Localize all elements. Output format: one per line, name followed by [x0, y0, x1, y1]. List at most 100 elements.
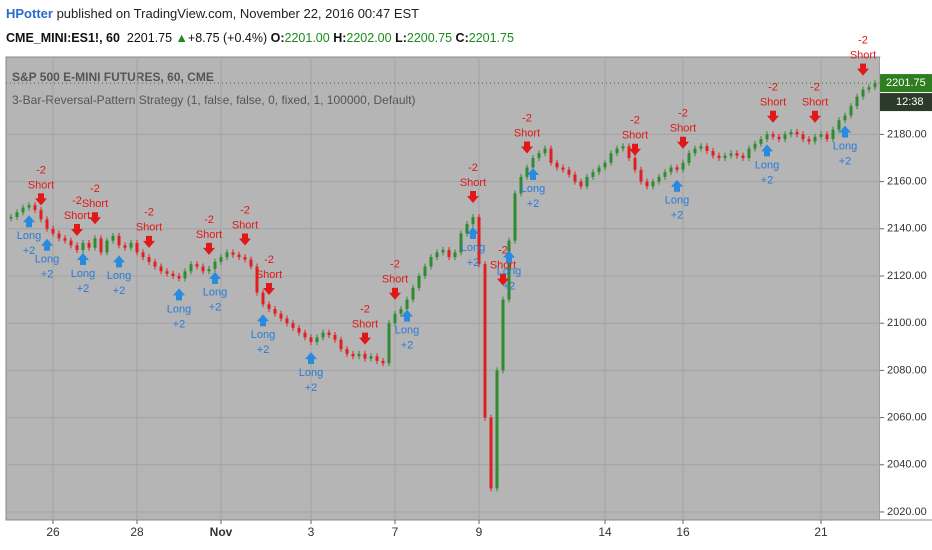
short-arrow	[497, 273, 509, 286]
candle	[309, 337, 313, 343]
candle	[459, 233, 463, 253]
candle	[423, 266, 427, 276]
candle	[105, 240, 109, 253]
candle	[513, 193, 517, 241]
candle	[117, 235, 121, 246]
candle	[183, 271, 187, 279]
candle	[843, 115, 847, 121]
signal-label: Short	[382, 274, 408, 286]
long-arrow	[113, 255, 125, 268]
signal-label: Long	[299, 367, 323, 379]
signal-qty: +2	[467, 257, 480, 269]
low: 2200.75	[406, 31, 453, 45]
open: 2201.00	[284, 31, 330, 45]
x-tick-label: 21	[814, 525, 828, 539]
candle	[231, 252, 235, 255]
candle	[321, 332, 325, 338]
signal-qty: -2	[36, 164, 46, 176]
signal-qty: +2	[527, 198, 540, 210]
x-tick-label: Nov	[210, 525, 233, 539]
signal-label: Long	[35, 254, 59, 266]
candle	[147, 257, 151, 262]
signal-qty: -2	[390, 259, 400, 271]
candle	[375, 356, 379, 361]
candle	[219, 257, 223, 262]
short-arrow	[359, 332, 371, 345]
signal-qty: +2	[401, 339, 414, 351]
candle	[627, 146, 631, 159]
candle	[579, 181, 583, 187]
y-tick-label: 2040.00	[887, 459, 927, 471]
x-tick-label: 28	[130, 525, 144, 539]
short-arrow	[143, 235, 155, 248]
candle	[861, 89, 865, 97]
y-tick-label: 2080.00	[887, 364, 927, 376]
y-tick-label: 2120.00	[887, 270, 927, 282]
candle	[777, 136, 781, 140]
signal-qty: +2	[305, 382, 318, 394]
x-tick-label: 9	[476, 525, 483, 539]
candle	[633, 158, 637, 170]
signal-qty: +2	[41, 269, 54, 281]
candle	[831, 129, 835, 140]
candle	[651, 181, 655, 187]
candle	[345, 349, 349, 354]
signal-label: Long	[665, 195, 689, 207]
candle	[801, 134, 805, 140]
candle	[687, 153, 691, 163]
x-tick-label: 3	[308, 525, 315, 539]
signal-qty: -2	[360, 303, 370, 315]
instrument-title: S&P 500 E-MINI FUTURES, 60, CME	[12, 70, 214, 84]
candle	[747, 148, 751, 159]
long-arrow	[527, 168, 539, 181]
signal-label: Long	[497, 266, 521, 278]
long-arrow	[839, 125, 851, 138]
candle	[237, 254, 241, 258]
candle	[795, 132, 799, 135]
signal-qty: -2	[498, 244, 508, 256]
candle	[297, 327, 301, 333]
publish-line: HPotter published on TradingView.com, No…	[6, 6, 419, 21]
candle	[711, 150, 715, 156]
candle	[471, 216, 475, 225]
author[interactable]: HPotter	[6, 6, 53, 21]
signal-qty: -2	[204, 214, 214, 226]
x-tick-label: 14	[598, 525, 612, 539]
symbol: CME_MINI:ES1!, 60	[6, 31, 120, 45]
candle	[873, 83, 877, 88]
x-tick-label: 26	[46, 525, 60, 539]
short-arrow	[389, 287, 401, 300]
candle	[759, 139, 763, 144]
candle	[717, 155, 721, 159]
candle	[57, 233, 61, 239]
candle	[489, 417, 493, 489]
long-arrow	[41, 238, 53, 251]
candle	[525, 167, 529, 177]
countdown-box	[880, 93, 932, 112]
candle	[495, 370, 499, 489]
candle	[213, 261, 217, 269]
signal-qty: -2	[90, 183, 100, 195]
candle	[369, 356, 373, 359]
signal-label: Long	[395, 324, 419, 336]
candle	[225, 252, 229, 258]
change: +8.75 (+0.4%)	[187, 31, 268, 45]
signal-qty: +2	[671, 210, 684, 222]
candle	[765, 134, 769, 140]
last-price: 2201.75	[126, 31, 173, 45]
candle	[417, 275, 421, 288]
open-label: O:	[270, 31, 285, 45]
candle	[615, 148, 619, 154]
signal-label: Long	[755, 159, 779, 171]
signal-qty: -2	[144, 207, 154, 219]
signal-label: Short	[256, 269, 282, 281]
short-arrow	[677, 136, 689, 149]
candle	[783, 134, 787, 140]
signal-label: Long	[167, 303, 191, 315]
candle	[621, 146, 625, 149]
candle	[327, 332, 331, 335]
signal-qty: -2	[264, 254, 274, 266]
signal-qty: -2	[72, 195, 82, 207]
candle	[441, 250, 445, 253]
signal-qty: +2	[503, 281, 516, 293]
